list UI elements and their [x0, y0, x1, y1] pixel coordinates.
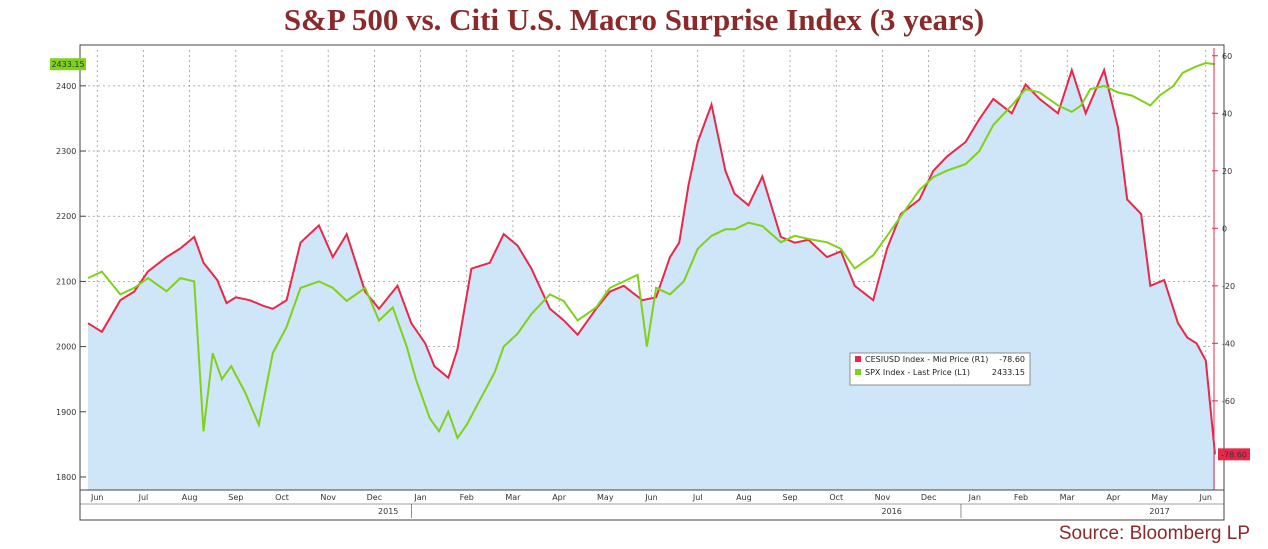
right-tick-label: -20 — [1222, 282, 1235, 291]
month-tick-label: Jul — [692, 493, 703, 502]
month-tick-label: Mar — [505, 493, 521, 502]
surprise-index-line — [87, 66, 1216, 455]
left-tick-label: 1800 — [56, 473, 76, 482]
month-tick-label: Jan — [968, 493, 981, 502]
source-note: Source: Bloomberg LP — [1058, 523, 1250, 544]
month-tick-label: Sep — [783, 493, 798, 502]
month-tick-label: Oct — [829, 493, 843, 502]
left-axis-ticks: 1800 1900 2000 2100 2200 2300 2400 — [56, 82, 86, 482]
legend: CESIUSD Index - Mid Price (R1) -78.60 SPX … — [849, 352, 1031, 386]
month-tick-label: Jul — [138, 493, 149, 502]
month-tick-label: Jun — [90, 493, 104, 502]
month-tick-label: Sep — [228, 493, 243, 502]
legend-series-name: SPX Index - Last Price (L1) — [865, 368, 970, 377]
month-tick-label: Feb — [460, 493, 474, 502]
month-tick-label: Apr — [1106, 493, 1121, 502]
spx-line — [87, 61, 1216, 441]
legend-series-value: 2433.15 — [992, 368, 1025, 377]
spx-last-badge-text: 2433.15 — [51, 60, 84, 69]
month-tick-label: May — [1151, 493, 1168, 502]
month-tick-label: Oct — [275, 493, 289, 502]
month-tick-label: Jun — [644, 493, 658, 502]
month-tick-label: Feb — [1014, 493, 1028, 502]
month-tick-label: Jun — [1199, 493, 1213, 502]
month-tick-label: Dec — [367, 493, 382, 502]
month-tick-label: Nov — [875, 493, 891, 502]
right-tick-label: 0 — [1222, 224, 1227, 233]
spx-last-badge — [50, 58, 86, 71]
right-axis-ticks: 60 40 20 0 -20 -40 -60 — [1212, 48, 1235, 490]
legend-series-value: -78.60 — [999, 355, 1025, 364]
month-tick-label: May — [597, 493, 614, 502]
month-tick-label: Mar — [1060, 493, 1076, 502]
chart-title: S&P 500 vs. Citi U.S. Macro Surprise Ind… — [283, 2, 985, 37]
legend-box — [849, 352, 1031, 386]
surprise-last-badge — [1218, 448, 1250, 461]
year-label: 2017 — [1149, 507, 1169, 516]
right-tick-label: 60 — [1222, 52, 1232, 61]
right-tick-label: -60 — [1222, 397, 1235, 406]
x-axis-ticks: Jun Jul Aug Sep Oct Nov Dec Jan Feb Mar Apr May Jun J… — [80, 489, 1224, 518]
left-tick-label: 1900 — [56, 408, 76, 417]
right-tick-label: 40 — [1222, 109, 1232, 118]
last-value-badges: 2433.15 -78.60 — [50, 58, 1250, 461]
right-tick-label: 20 — [1222, 167, 1232, 176]
month-tick-label: Apr — [552, 493, 567, 502]
month-tick-label: Aug — [182, 493, 198, 502]
right-tick-label: -40 — [1222, 339, 1235, 348]
legend-series-name: CESIUSD Index - Mid Price (R1) — [865, 355, 988, 364]
legend-swatch — [855, 369, 861, 375]
left-tick-label: 2100 — [56, 277, 76, 286]
left-tick-label: 2400 — [56, 82, 76, 91]
year-label: 2016 — [882, 507, 902, 516]
month-tick-label: Nov — [320, 493, 336, 502]
left-tick-label: 2200 — [56, 212, 76, 221]
year-label: 2015 — [378, 507, 398, 516]
surprise-last-badge-text: -78.60 — [1221, 450, 1247, 459]
legend-swatch — [855, 356, 861, 362]
left-tick-label: 2000 — [56, 343, 76, 352]
month-tick-label: Jan — [413, 493, 426, 502]
month-tick-label: Dec — [921, 493, 936, 502]
month-tick-label: Aug — [736, 493, 752, 502]
left-tick-label: 2300 — [56, 147, 76, 156]
